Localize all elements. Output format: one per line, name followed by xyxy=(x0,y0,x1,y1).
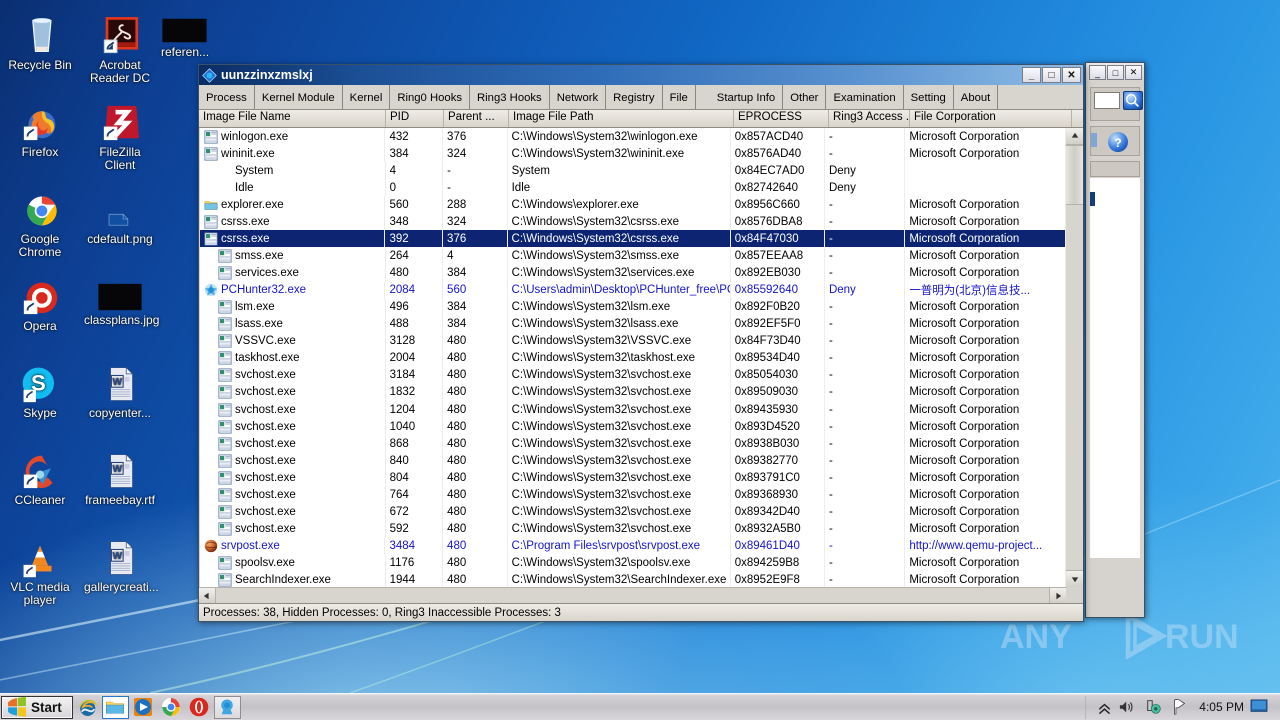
svg-text:W: W xyxy=(112,464,122,475)
svg-text:ANY: ANY xyxy=(1000,618,1072,656)
svg-text:RUN: RUN xyxy=(1165,618,1239,656)
svg-text:W: W xyxy=(112,377,122,388)
svg-text:W: W xyxy=(112,551,122,562)
svg-text:?: ? xyxy=(1114,136,1121,150)
